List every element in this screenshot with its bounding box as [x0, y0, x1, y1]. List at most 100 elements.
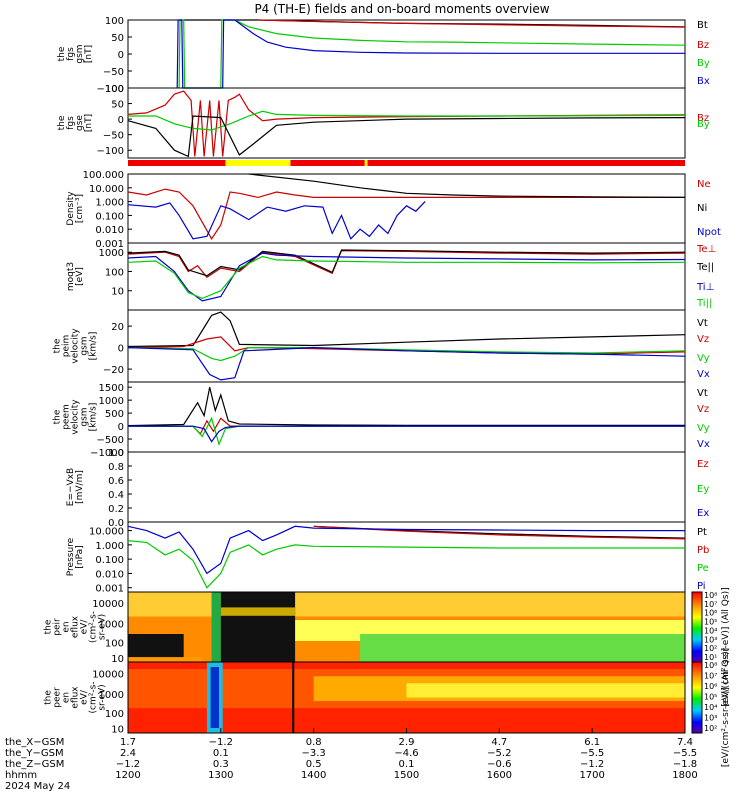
y-axis-label-line: fgs — [66, 47, 76, 61]
legend-entry-By: By — [697, 58, 710, 69]
y-tick-label: −50 — [103, 131, 124, 142]
y-tick-label: 0.010 — [95, 569, 124, 580]
y-axis-label-line: velocity — [71, 399, 81, 435]
x-axis-value: 1200 — [115, 770, 140, 781]
y-axis-label-line: eV/ — [80, 619, 90, 635]
x-axis-row-label: the_X−GSM — [5, 737, 64, 748]
electron-spectrogram — [128, 662, 685, 733]
legend-entry-Vz: Vz — [697, 334, 709, 345]
y-axis-label-line: gsm — [80, 407, 90, 426]
y-axis-label: the fgs gsm [nT] — [57, 44, 94, 63]
y-tick-labels: 10.000 1.000 0.100 0.010 0.001 — [89, 527, 132, 595]
legend-entry-Vt: Vt — [697, 318, 708, 329]
x-axis-value: 0.5 — [306, 759, 322, 770]
y-tick-label: 10 — [111, 654, 124, 665]
y-tick-label: −100 — [97, 146, 124, 157]
y-axis-label-line: the — [53, 409, 63, 424]
colorbar-tick-label: 10³ — [704, 635, 717, 644]
y-axis-label-line: sr-eV) — [98, 684, 108, 710]
spectrogram-column-green — [211, 592, 221, 662]
y-tick-label: 10 — [111, 287, 124, 298]
legend-entry-Npot: Npot — [697, 227, 721, 238]
y-axis-label-line: E=−VxB — [66, 468, 76, 506]
series-line-Ti⊥ — [127, 252, 686, 302]
y-tick-label: 10000 — [92, 669, 124, 680]
series-line-Vx — [127, 425, 685, 443]
spectrogram-band-low — [360, 634, 685, 662]
panel-pressure: Pressure [nPa] 10.000 1.000 0.100 0.010 0.001 P… — [66, 521, 709, 595]
y-axis-label-line: [nT] — [84, 114, 94, 132]
colorbar-tick-label: 10² — [704, 724, 717, 733]
y-tick-label: 1.000 — [95, 541, 124, 552]
legend-entry-Te||: Te|| — [696, 262, 714, 273]
x-axis-value: 1.7 — [120, 737, 136, 748]
x-axis-value: −1.2 — [116, 759, 140, 770]
y-tick-labels: 100.000 10.000 1.000 0.100 0.010 0.001 — [83, 170, 132, 250]
x-axis-row-label: the_Z−GSM — [5, 759, 64, 770]
legend-entry-Bz: Bz — [697, 40, 709, 51]
y-axis-label-line: [nT] — [84, 45, 94, 63]
y-axis-label-line: peer — [53, 687, 63, 708]
colorbar-label: [eV/(cm²-s-sr-eV)] (All Qs)] — [721, 648, 731, 767]
series-line-Bx — [127, 115, 686, 158]
mode-bar-segment — [364, 160, 368, 166]
y-axis-label-line: [cm⁻³] — [75, 194, 85, 223]
y-tick-label: 1500 — [99, 383, 124, 394]
x-axis-value: 1400 — [301, 770, 326, 781]
y-axis-label-line: peir — [53, 618, 63, 636]
series-line-Vy — [127, 347, 686, 362]
y-axis-label-line: the — [57, 46, 67, 61]
y-axis-label: the peir en eflux eV/(cm²-s-sr-eV) — [44, 611, 108, 643]
x-axis-row-label: 2024 May 24 — [5, 781, 70, 792]
y-tick-labels: 100 50 0 −50 −100 — [97, 16, 132, 95]
x-axis-value: 0.1 — [399, 759, 415, 770]
x-axis-value: 1800 — [672, 770, 697, 781]
legend-entry-Vt: Vt — [697, 388, 708, 399]
colorbar-scale — [691, 661, 703, 734]
y-axis-label-line: en — [62, 621, 72, 632]
x-axis-value: 1600 — [487, 770, 512, 781]
y-tick-label: 0.100 — [95, 211, 124, 222]
y-tick-label: 0.2 — [108, 504, 124, 515]
colorbar-scale — [691, 591, 703, 663]
x-axis-value: −1.2 — [209, 737, 233, 748]
panel-peir-energy-flux: the peir en eflux eV/(cm²-s-sr-eV)1000010001… — [44, 591, 686, 665]
panel-peer-energy-flux: the peer en eflux eV/(cm²-s-sr-eV)1000010001… — [44, 661, 686, 736]
panel-density: Density [cm⁻³] 100.000 10.000 1.000 0.100 0.01… — [66, 170, 721, 250]
y-tick-label: −20 — [103, 365, 124, 376]
series-line-Te|| — [127, 249, 686, 277]
y-axis-label-line: Pressure — [66, 537, 76, 576]
y-axis-label-line: eflux — [71, 686, 81, 709]
y-tick-label: 0 — [118, 50, 124, 61]
y-tick-label: −1000 — [90, 448, 124, 459]
mode-bar-segment — [225, 160, 291, 166]
y-tick-label: −500 — [97, 435, 124, 446]
y-tick-label: 20 — [111, 322, 124, 333]
legend-entry-By: By — [697, 119, 710, 130]
spectrogram-dark-interval — [220, 592, 296, 662]
legend-entry-Ti⊥: Ti⊥ — [696, 282, 714, 293]
x-axis-value: −1.8 — [673, 759, 697, 770]
colorbar-tick-label: 10⁵ — [704, 618, 717, 627]
y-axis-label-line: [eV] — [75, 267, 85, 286]
y-tick-label: 1000 — [99, 248, 124, 259]
legend-entry-Te⊥: Te⊥ — [696, 244, 716, 255]
x-axis-value: −5.5 — [673, 748, 697, 759]
y-axis-label-line: gse — [75, 115, 85, 131]
y-tick-labels: 1000 100 10 — [99, 248, 132, 298]
y-axis-label-line: the — [57, 115, 67, 130]
y-axis-label-line: sr-eV) — [98, 614, 108, 640]
y-tick-label: −50 — [103, 67, 124, 78]
y-axis-label-line: moqt3 — [66, 262, 76, 291]
panel-peim-velocity: the peim velocity gsm [km/s] 20 0 −20 Vt Vz Vy Vx — [53, 309, 710, 383]
y-axis-label: E=−VxB [mV/m] — [66, 468, 85, 506]
y-axis-label-line: velocity — [71, 328, 81, 364]
x-axis-value: 7.4 — [677, 737, 693, 748]
panel-frame — [127, 309, 686, 383]
y-tick-label: 0.6 — [108, 476, 124, 487]
y-axis-label: Pressure [nPa] — [66, 537, 85, 576]
colorbar-tick-label: 10⁷ — [704, 600, 717, 609]
legend-entry-Vy: Vy — [697, 423, 710, 434]
